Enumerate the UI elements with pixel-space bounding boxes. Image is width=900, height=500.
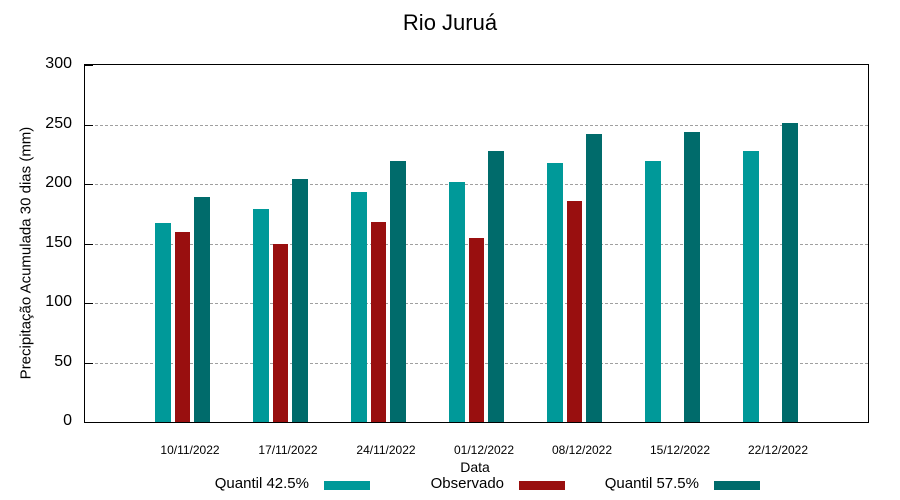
x-tick-label: 15/12/2022 bbox=[649, 443, 711, 457]
bar-quantil-42-5--3 bbox=[449, 181, 465, 422]
x-tick-label: 24/11/2022 bbox=[356, 443, 416, 457]
y-tick-label: 200 bbox=[45, 174, 72, 191]
y-tick-label: 50 bbox=[54, 352, 72, 370]
x-tick-label: 22/12/2022 bbox=[747, 443, 809, 457]
legend-swatch bbox=[714, 481, 760, 490]
x-tick-label: 01/12/2022 bbox=[453, 443, 515, 457]
y-tick bbox=[85, 124, 93, 126]
y-axis-title: Precipitação Acumulada 30 dias (mm) bbox=[17, 126, 35, 380]
y-tick bbox=[85, 65, 93, 66]
y-tick bbox=[85, 243, 93, 245]
bar-quantil-57-5--2 bbox=[390, 161, 406, 422]
bar-quantil-57-5--3 bbox=[488, 150, 504, 422]
bar-quantil-57-5--5 bbox=[684, 131, 700, 422]
bar-quantil-42-5--5 bbox=[645, 161, 661, 422]
bar-quantil-42-5--1 bbox=[253, 209, 269, 422]
bar-quantil-42-5--6 bbox=[743, 150, 759, 422]
bar-quantil-57-5--1 bbox=[292, 179, 308, 422]
y-tick bbox=[85, 184, 93, 185]
bar-observado-2 bbox=[371, 222, 386, 422]
bar-observado-3 bbox=[469, 237, 484, 422]
y-tick bbox=[85, 303, 93, 304]
legend-swatch bbox=[519, 481, 565, 490]
y-tick-label: 100 bbox=[45, 293, 72, 310]
bar-observado-0 bbox=[175, 231, 190, 422]
legend-swatch bbox=[324, 481, 370, 490]
bar-quantil-42-5--4 bbox=[547, 162, 563, 422]
x-tick-label: 10/11/2022 bbox=[160, 443, 220, 457]
y-tick bbox=[85, 422, 93, 423]
chart-title: Rio Juruá bbox=[402, 10, 498, 35]
legend-label: Quantil 42.5% bbox=[214, 475, 309, 492]
legend-label: Quantil 57.5% bbox=[604, 475, 699, 492]
y-tick-label: 250 bbox=[45, 114, 72, 132]
gridline bbox=[85, 184, 868, 185]
y-tick bbox=[85, 362, 93, 364]
x-tick-label: 08/12/2022 bbox=[551, 443, 613, 457]
bar-observado-1 bbox=[273, 243, 288, 422]
plot-area bbox=[84, 64, 869, 423]
y-tick-label: 150 bbox=[45, 233, 72, 251]
bar-quantil-42-5--2 bbox=[351, 192, 367, 422]
bar-quantil-57-5--6 bbox=[782, 123, 798, 422]
gridline bbox=[85, 124, 868, 126]
bar-quantil-42-5--0 bbox=[155, 223, 171, 422]
bar-observado-4 bbox=[567, 200, 582, 422]
legend-label: Observado bbox=[430, 475, 504, 492]
x-tick-label: 17/11/2022 bbox=[258, 443, 318, 457]
bar-quantil-57-5--4 bbox=[586, 134, 602, 422]
y-tick-label: 0 bbox=[63, 412, 72, 429]
y-tick-label: 300 bbox=[45, 55, 72, 72]
bar-quantil-57-5--0 bbox=[194, 197, 210, 422]
x-axis-title: Data bbox=[460, 459, 490, 475]
